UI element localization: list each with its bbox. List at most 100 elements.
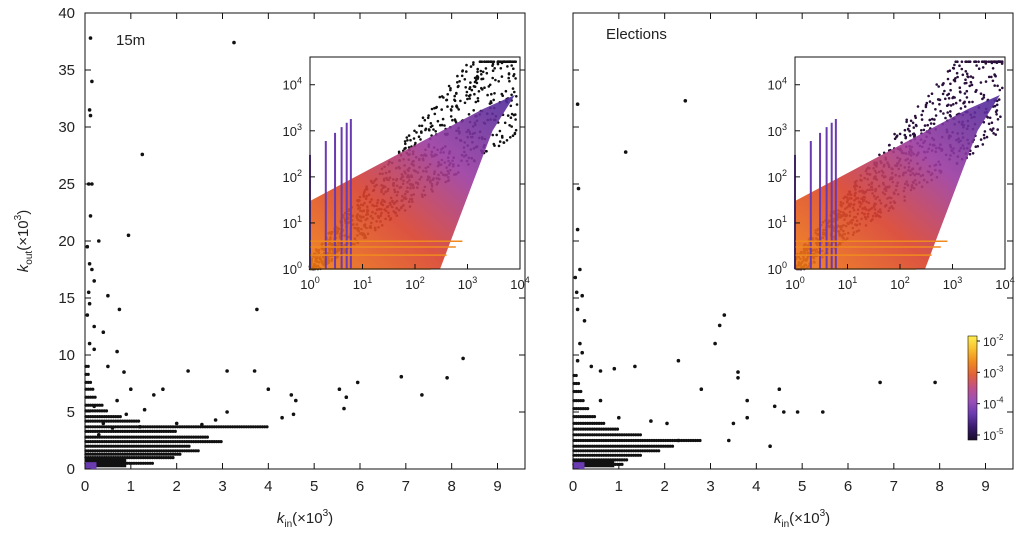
inset-right: 100 101 102 103 104 100 101 102 103 104: [768, 56, 1015, 292]
scatter-point: [745, 415, 749, 420]
band-point: [219, 440, 223, 444]
band-point: [116, 444, 120, 448]
band-point: [146, 449, 150, 453]
scatter-point: [445, 376, 449, 380]
inset-point: [429, 122, 433, 125]
inset-point: [955, 71, 959, 75]
band-point: [157, 444, 161, 448]
inset-point: [404, 142, 407, 146]
band-point: [137, 449, 141, 453]
band-point: [182, 440, 187, 444]
inset-point: [996, 128, 999, 131]
band-point: [102, 425, 106, 429]
band-point: [597, 438, 601, 443]
inset-point: [476, 74, 479, 78]
inset-point: [449, 87, 452, 90]
band-point: [606, 433, 610, 437]
band-point: [198, 435, 203, 439]
band-point: [88, 456, 93, 460]
band-point: [84, 403, 88, 407]
band-point: [118, 419, 122, 423]
band-point: [139, 444, 143, 448]
band-point: [636, 449, 640, 453]
band-point: [604, 438, 608, 443]
inset-point: [500, 75, 504, 78]
band-point: [98, 449, 102, 453]
inset-point: [493, 92, 496, 95]
band-base-colored: [573, 462, 585, 469]
scatter-point: [575, 307, 580, 312]
band-point: [650, 444, 654, 448]
band-row: [84, 364, 90, 368]
band-point: [157, 456, 161, 460]
band-point: [148, 456, 152, 460]
inset-point: [924, 105, 928, 109]
band-point: [86, 372, 90, 376]
inset-point: [947, 103, 950, 107]
band-point: [109, 429, 113, 433]
band-point: [104, 440, 109, 444]
inset-point: [979, 138, 983, 141]
band-point: [162, 435, 166, 439]
band-point: [125, 456, 129, 460]
scatter-point: [97, 433, 101, 437]
inset-point: [514, 118, 517, 121]
band-point: [641, 449, 645, 453]
inset-point: [479, 60, 482, 63]
inset-x-tick-label: 102: [405, 275, 424, 292]
inset-point: [476, 99, 480, 103]
band-point: [636, 453, 640, 457]
band-point: [590, 444, 594, 448]
band-point: [121, 429, 125, 433]
band-point: [91, 429, 95, 433]
inset-point: [434, 130, 438, 133]
band-point: [611, 427, 615, 431]
inset-point: [467, 94, 471, 98]
band-point: [629, 453, 633, 457]
band-point: [620, 438, 624, 443]
band-point: [134, 452, 138, 456]
inset-point: [904, 135, 908, 139]
inset-heat-wedge: [310, 94, 515, 269]
band-point: [150, 456, 154, 460]
inset-point: [463, 78, 467, 81]
band-point: [169, 425, 173, 429]
band-point: [162, 456, 166, 460]
inset-point: [492, 98, 496, 102]
inset-point: [427, 114, 430, 117]
band-point: [618, 444, 622, 448]
inset-point: [903, 133, 907, 137]
band-point: [100, 429, 104, 433]
band-point: [182, 435, 187, 439]
scatter-point: [174, 421, 179, 426]
band-point: [143, 461, 148, 465]
band-point: [153, 449, 157, 453]
band-point: [592, 415, 597, 419]
inset-point: [992, 132, 995, 135]
inset-point: [433, 112, 437, 116]
inset-y-tick-label: 104: [283, 76, 302, 93]
band-point: [169, 456, 173, 460]
inset-point: [986, 116, 990, 119]
y-ticks-right: [573, 12, 1013, 470]
inset-point: [914, 123, 918, 127]
band-point: [107, 429, 111, 433]
band-point: [91, 449, 95, 453]
band-point: [155, 449, 159, 453]
inset-x-tick-label: 101: [353, 275, 372, 292]
inset-point: [456, 81, 459, 84]
band-point: [91, 444, 95, 448]
band-point: [574, 381, 578, 386]
scatter-point: [87, 108, 92, 112]
band-point: [141, 429, 145, 433]
band-point: [638, 449, 643, 453]
inset-point: [963, 105, 967, 108]
inset-point: [509, 104, 513, 108]
band-point: [88, 419, 93, 423]
band-point: [244, 425, 248, 429]
band-point: [588, 433, 592, 437]
band-point: [86, 395, 90, 399]
band-point: [171, 440, 175, 444]
band-point: [98, 403, 102, 407]
inset-point: [999, 115, 1002, 118]
